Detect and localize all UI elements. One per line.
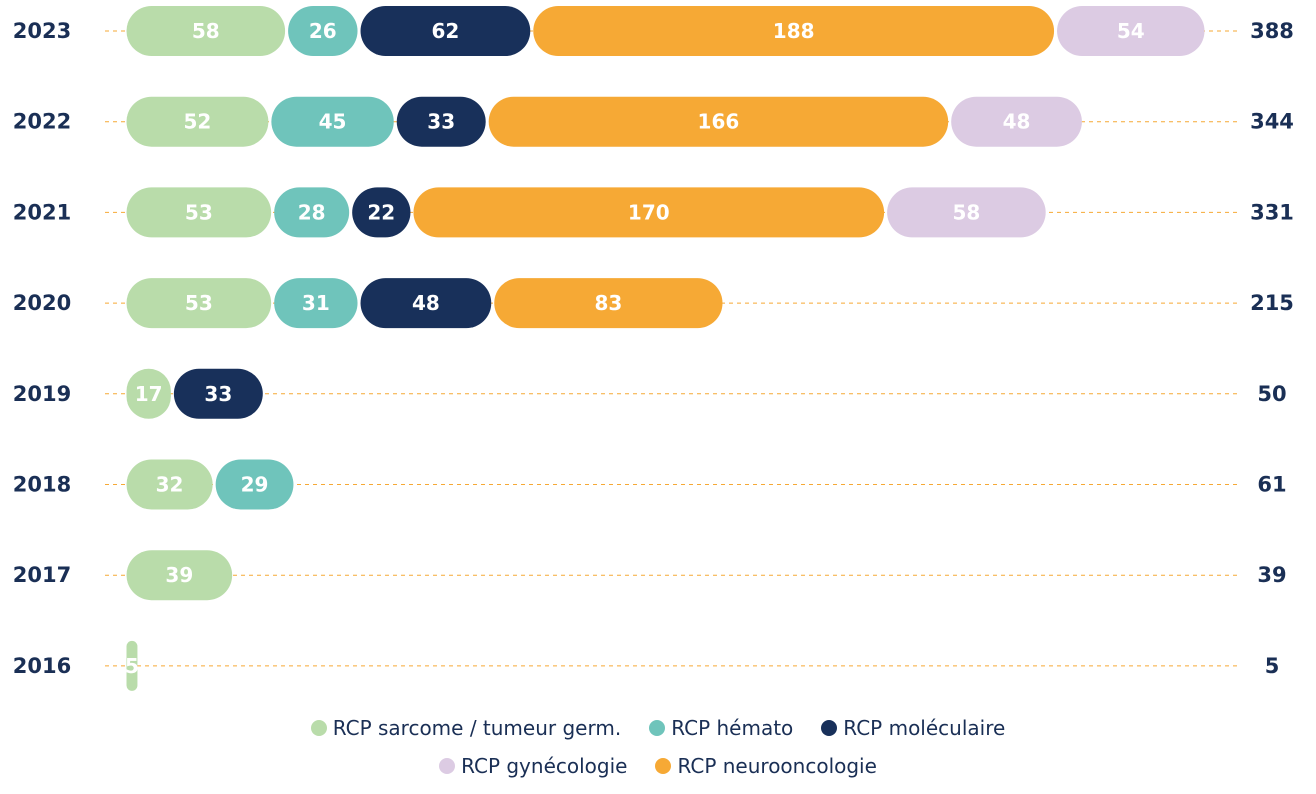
value-label: 166 bbox=[698, 110, 740, 134]
bar-segment bbox=[413, 187, 885, 238]
value-label: 170 bbox=[628, 200, 670, 224]
bar-segment bbox=[126, 187, 272, 238]
value-label: 58 bbox=[192, 19, 220, 43]
value-label: 17 bbox=[135, 382, 163, 406]
bar-segment bbox=[215, 459, 294, 510]
chart: 2023 388 58 26 62 188 54 2022 344 52 45 33 166 48 2021… bbox=[13, 6, 1294, 691]
category-label: 2018 bbox=[13, 473, 71, 497]
category-label: 2023 bbox=[13, 19, 71, 43]
category-label: 2017 bbox=[13, 563, 71, 587]
value-label: 31 bbox=[302, 291, 330, 315]
legend-swatch bbox=[655, 758, 672, 774]
category-label: 2021 bbox=[13, 200, 71, 224]
value-label: 48 bbox=[1003, 110, 1031, 134]
legend-swatch bbox=[821, 720, 838, 736]
value-label: 29 bbox=[241, 473, 269, 497]
legend-row: RCP sarcome / tumeur germ. RCP hémato RCP … bbox=[0, 716, 1316, 740]
value-label: 58 bbox=[952, 200, 980, 224]
value-label: 26 bbox=[309, 19, 337, 43]
legend: RCP sarcome / tumeur germ. RCP hémato RCP … bbox=[0, 716, 1316, 778]
bar-segment bbox=[488, 96, 949, 147]
legend-item: RCP moléculaire bbox=[821, 716, 1005, 740]
bar-segment bbox=[126, 278, 272, 329]
value-label: 45 bbox=[319, 110, 347, 134]
total-label: 5 bbox=[1265, 654, 1280, 678]
legend-swatch bbox=[439, 758, 456, 774]
total-label: 331 bbox=[1250, 200, 1294, 224]
legend-swatch bbox=[649, 720, 666, 736]
value-label: 22 bbox=[367, 200, 395, 224]
legend-item: RCP hémato bbox=[649, 716, 793, 740]
bar-segment bbox=[288, 6, 358, 56]
value-label: 33 bbox=[427, 110, 455, 134]
bar-segment bbox=[533, 6, 1055, 56]
bar-segment bbox=[274, 278, 358, 329]
category-label: 2016 bbox=[13, 654, 71, 678]
value-label: 52 bbox=[184, 110, 212, 134]
legend-label: RCP sarcome / tumeur germ. bbox=[332, 716, 622, 740]
bar-segment bbox=[951, 96, 1082, 147]
category-label: 2022 bbox=[13, 110, 71, 134]
total-label: 61 bbox=[1257, 473, 1286, 497]
legend-label: RCP gynécologie bbox=[461, 754, 628, 778]
total-label: 39 bbox=[1257, 563, 1286, 587]
bar-segment bbox=[271, 96, 394, 147]
bar-segment bbox=[887, 187, 1046, 238]
legend-item: RCP gynécologie bbox=[439, 754, 627, 778]
bar-segment bbox=[274, 187, 350, 238]
legend-swatch bbox=[310, 720, 327, 736]
legend-label: RCP neurooncologie bbox=[677, 754, 877, 778]
bar-segment bbox=[352, 187, 411, 238]
total-label: 344 bbox=[1250, 110, 1294, 134]
bar-segment bbox=[1057, 6, 1205, 56]
value-label: 48 bbox=[412, 291, 440, 315]
bar-segment bbox=[126, 640, 138, 691]
total-label: 50 bbox=[1257, 382, 1286, 406]
bar-segment bbox=[360, 6, 531, 56]
bar-segment bbox=[360, 278, 492, 329]
value-label: 28 bbox=[298, 200, 326, 224]
legend-item: RCP neurooncologie bbox=[655, 754, 877, 778]
value-label: 53 bbox=[185, 291, 213, 315]
value-label: 54 bbox=[1117, 19, 1145, 43]
bar-segment bbox=[126, 6, 286, 56]
category-label: 2020 bbox=[13, 291, 71, 315]
value-label: 39 bbox=[165, 563, 193, 587]
bar-segment bbox=[396, 96, 486, 147]
bar-segment bbox=[494, 278, 723, 329]
value-label: 33 bbox=[204, 382, 232, 406]
value-label: 53 bbox=[185, 200, 213, 224]
value-label: 5 bbox=[125, 654, 139, 678]
legend-item: RCP sarcome / tumeur germ. bbox=[310, 716, 622, 740]
total-label: 388 bbox=[1250, 19, 1294, 43]
legend-row: RCP gynécologie RCP neurooncologie bbox=[0, 754, 1316, 778]
total-label: 215 bbox=[1250, 291, 1294, 315]
value-label: 62 bbox=[431, 19, 459, 43]
category-label: 2019 bbox=[13, 382, 71, 406]
bar-segment bbox=[126, 368, 171, 419]
legend-label: RCP moléculaire bbox=[843, 716, 1006, 740]
legend-label: RCP hémato bbox=[671, 716, 794, 740]
bar-segment bbox=[173, 368, 263, 419]
bar-segment bbox=[126, 550, 233, 601]
value-label: 83 bbox=[594, 291, 622, 315]
value-label: 32 bbox=[156, 473, 184, 497]
value-label: 188 bbox=[773, 19, 815, 43]
bar-segment bbox=[126, 459, 213, 510]
bar-segment bbox=[126, 96, 269, 147]
